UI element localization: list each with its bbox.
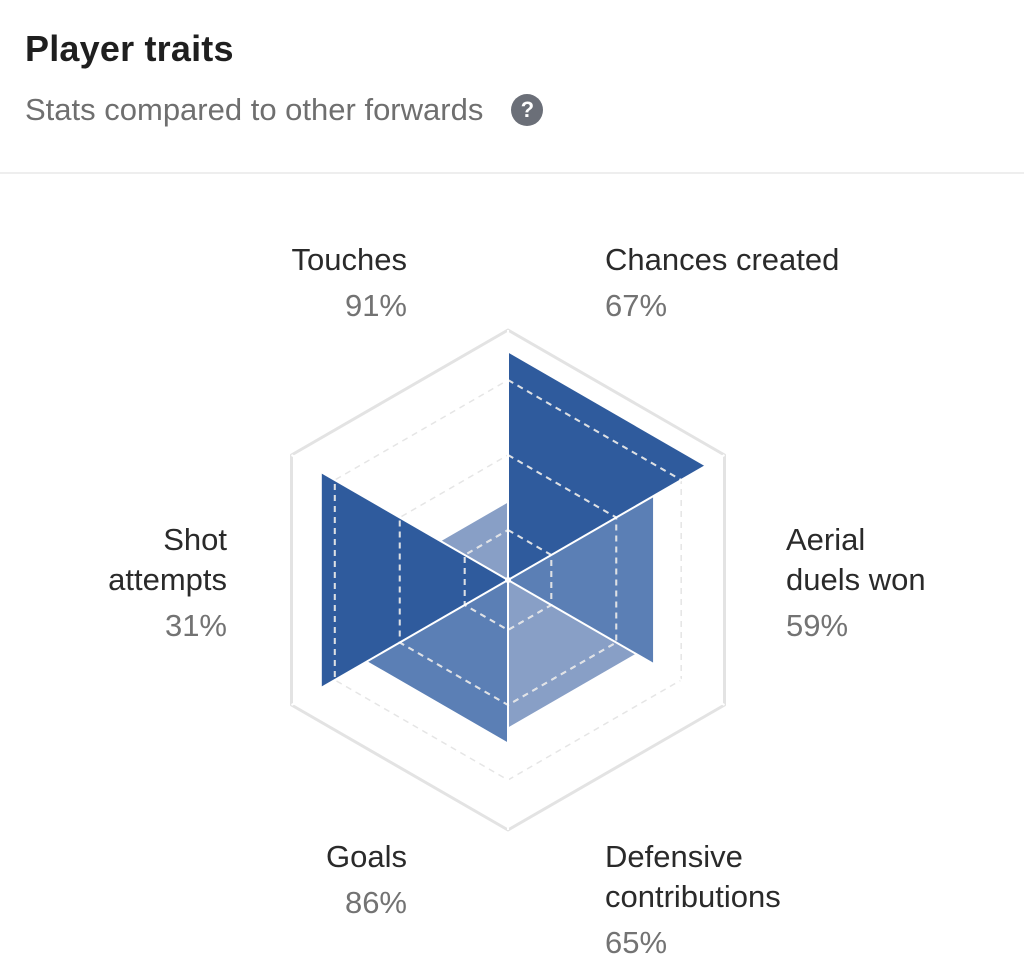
axis-name-goals: Goals (326, 839, 407, 874)
spoke-chances-created (507, 454, 726, 581)
card-title: Player traits (25, 28, 234, 69)
spoke-aerial-duels-won (507, 579, 726, 706)
axis-value-defensive: 65% (605, 925, 668, 960)
data-sector-aerial-duels-won (508, 580, 636, 728)
subtitle-text: Stats compared to other forwards (25, 92, 484, 127)
axis-name-chances-created: Chances created (605, 242, 840, 277)
header-divider (0, 172, 1024, 174)
spoke-shot-attempts (290, 454, 509, 581)
axis-label-shot-attempts: Shot attempts 31% (108, 520, 227, 646)
axis-value-aerial-duels: 59% (786, 608, 849, 643)
axis-label-defensive-contributions: Defensive contributions 65% (605, 837, 781, 963)
axis-value-goals: 86% (344, 885, 407, 920)
radar-center (505, 577, 511, 583)
axis-label-goals: Goals 86% (326, 837, 407, 923)
question-mark-icon[interactable]: ? (511, 94, 544, 126)
spoke-goals (290, 579, 509, 706)
axis-value-shot-attempts: 31% (164, 608, 227, 643)
axis-name-touches: Touches (291, 242, 407, 277)
card-subtitle: Stats compared to other forwards ? (25, 92, 544, 128)
axis-label-touches: Touches 91% (292, 240, 407, 326)
axis-label-aerial-duels: Aerial duels won 59% (786, 520, 926, 646)
data-sector-goals (321, 472, 508, 688)
data-sector-defensive-contributions (367, 580, 508, 743)
axis-name-shot-line1: Shot (163, 522, 227, 557)
axis-name-aerial-line2: duels won (786, 562, 926, 597)
data-sector-shot-attempts (440, 502, 508, 580)
axis-label-chances-created: Chances created 67% (605, 240, 839, 326)
card-header: Player traits Stats compared to other fo… (0, 0, 1024, 174)
axis-name-defensive-line1: Defensive (605, 839, 743, 874)
axis-name-defensive-line2: contributions (605, 879, 781, 914)
axis-value-touches: 91% (344, 288, 407, 323)
axis-value-chances-created: 67% (605, 288, 668, 323)
axis-name-shot-line2: attempts (108, 562, 227, 597)
axis-name-aerial-line1: Aerial (786, 522, 866, 557)
